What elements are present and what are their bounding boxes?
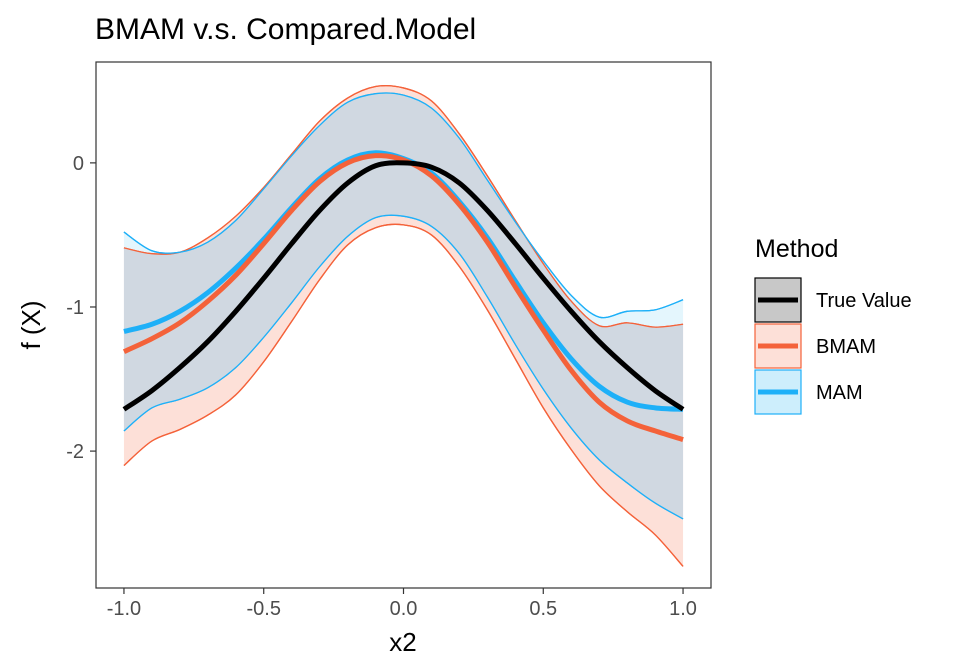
legend-item-true-value: True Value [754,277,912,323]
bmam-line [122,153,684,442]
x-axis-title: x2 [389,627,416,657]
y-axis-title: f (X) [16,300,46,349]
bmam-upper-bound-line [123,84,684,328]
x-tick-label: 0.0 [390,598,418,620]
y-tick-label: 0 [73,153,84,175]
band-overlap-region [123,92,684,519]
series-lines [122,150,685,442]
x-tick-label: 1.0 [669,598,697,620]
bmam-lower-bound-line [123,223,684,567]
legend: Method True Value BMAM MAM [754,235,912,415]
legend-label-bmam: BMAM [816,336,876,358]
legend-label-mam: MAM [816,382,863,404]
chart-title: BMAM v.s. Compared.Model [95,13,476,46]
mam-upper-bound-line [123,92,684,319]
x-tick-label: -0.5 [246,598,280,620]
mam-lower-bound-line [123,214,684,520]
x-tick-label: 0.5 [529,598,557,620]
y-axis: -2 -1 0 [66,153,96,463]
legend-label-true-value: True Value [816,290,912,312]
x-tick-label: -1.0 [107,598,141,620]
y-tick-label: -1 [66,297,84,319]
legend-item-mam: MAM [754,369,863,415]
legend-title: Method [755,235,838,263]
legend-item-bmam: BMAM [754,323,876,369]
x-axis: -1.0 -0.5 0.0 0.5 1.0 [107,588,697,620]
true-value-line [122,160,685,412]
y-tick-label: -2 [66,441,84,463]
confidence-bands [123,84,684,567]
